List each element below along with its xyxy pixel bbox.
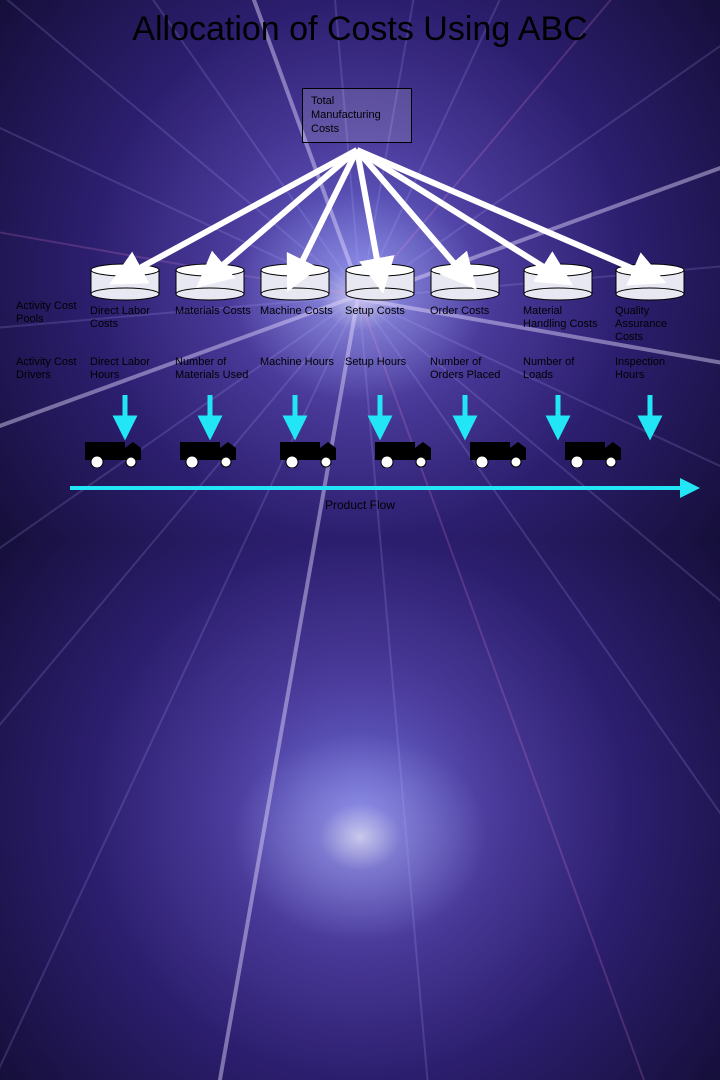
driver-label: Setup Hours xyxy=(345,356,423,369)
side-label-pools: Activity Cost Pools xyxy=(16,300,86,326)
truck-icon xyxy=(565,438,625,468)
cost-pool-cylinder xyxy=(90,263,160,301)
driver-label: Number of Materials Used xyxy=(175,356,253,382)
fan-arrow xyxy=(210,150,357,276)
pool-label: Order Costs xyxy=(430,305,508,318)
cost-pool-cylinder xyxy=(345,263,415,301)
side-label-drivers: Activity Cost Drivers xyxy=(16,356,86,382)
fan-arrow xyxy=(357,150,465,276)
truck-icon xyxy=(375,438,435,468)
cost-pool-cylinder xyxy=(260,263,330,301)
fan-arrow xyxy=(125,150,357,276)
top-box: TotalManufacturingCosts xyxy=(302,88,412,143)
cost-pool-cylinder xyxy=(175,263,245,301)
truck-icon xyxy=(85,438,145,468)
truck-icon xyxy=(470,438,530,468)
driver-label: Inspection Hours xyxy=(615,356,693,382)
product-flow-label: Product Flow xyxy=(0,498,720,512)
pool-label: Machine Costs xyxy=(260,305,338,318)
pool-label: Quality Assurance Costs xyxy=(615,305,693,345)
fan-arrow xyxy=(357,150,650,276)
fan-arrow xyxy=(295,150,357,276)
driver-label: Number of Orders Placed xyxy=(430,356,508,382)
fan-arrow xyxy=(357,150,558,276)
fan-arrow xyxy=(357,150,380,276)
pool-label: Setup Costs xyxy=(345,305,423,318)
page-title: Allocation of Costs Using ABC xyxy=(0,10,720,49)
cost-pool-cylinder xyxy=(523,263,593,301)
cost-pool-cylinder xyxy=(615,263,685,301)
driver-label: Machine Hours xyxy=(260,356,338,369)
pool-label: Material Handling Costs xyxy=(523,305,601,331)
truck-icon xyxy=(180,438,240,468)
pool-label: Materials Costs xyxy=(175,305,253,318)
truck-icon xyxy=(280,438,340,468)
pool-label: Direct Labor Costs xyxy=(90,305,168,331)
driver-label: Direct Labor Hours xyxy=(90,356,168,382)
cost-pool-cylinder xyxy=(430,263,500,301)
driver-label: Number of Loads xyxy=(523,356,601,382)
